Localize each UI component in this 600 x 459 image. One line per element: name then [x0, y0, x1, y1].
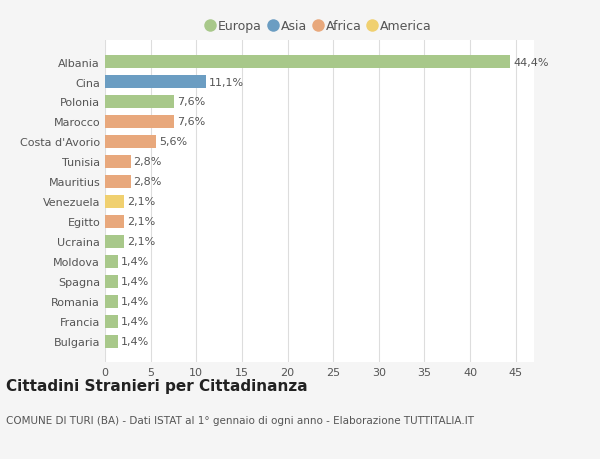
- Text: 2,1%: 2,1%: [127, 217, 155, 227]
- Text: 7,6%: 7,6%: [177, 97, 205, 107]
- Bar: [105, 275, 118, 288]
- Legend: Europa, Asia, Africa, America: Europa, Asia, Africa, America: [202, 16, 437, 39]
- Bar: [105, 96, 175, 109]
- Bar: [105, 335, 118, 348]
- Text: 5,6%: 5,6%: [159, 137, 187, 147]
- Bar: [105, 295, 118, 308]
- Bar: [105, 175, 131, 189]
- Text: 2,8%: 2,8%: [133, 177, 161, 187]
- Text: 2,1%: 2,1%: [127, 197, 155, 207]
- Text: 2,8%: 2,8%: [133, 157, 161, 167]
- Bar: [105, 235, 124, 248]
- Bar: [105, 76, 206, 89]
- Text: Cittadini Stranieri per Cittadinanza: Cittadini Stranieri per Cittadinanza: [6, 379, 308, 394]
- Bar: [105, 255, 118, 268]
- Bar: [105, 56, 510, 69]
- Text: 1,4%: 1,4%: [121, 317, 149, 326]
- Bar: [105, 196, 124, 208]
- Text: 11,1%: 11,1%: [209, 78, 244, 87]
- Text: 1,4%: 1,4%: [121, 257, 149, 267]
- Text: COMUNE DI TURI (BA) - Dati ISTAT al 1° gennaio di ogni anno - Elaborazione TUTTI: COMUNE DI TURI (BA) - Dati ISTAT al 1° g…: [6, 415, 474, 425]
- Text: 1,4%: 1,4%: [121, 277, 149, 287]
- Text: 7,6%: 7,6%: [177, 117, 205, 127]
- Bar: [105, 116, 175, 129]
- Text: 2,1%: 2,1%: [127, 237, 155, 247]
- Bar: [105, 136, 156, 149]
- Bar: [105, 215, 124, 229]
- Text: 1,4%: 1,4%: [121, 336, 149, 347]
- Text: 44,4%: 44,4%: [513, 57, 548, 67]
- Bar: [105, 156, 131, 168]
- Bar: [105, 315, 118, 328]
- Text: 1,4%: 1,4%: [121, 297, 149, 307]
